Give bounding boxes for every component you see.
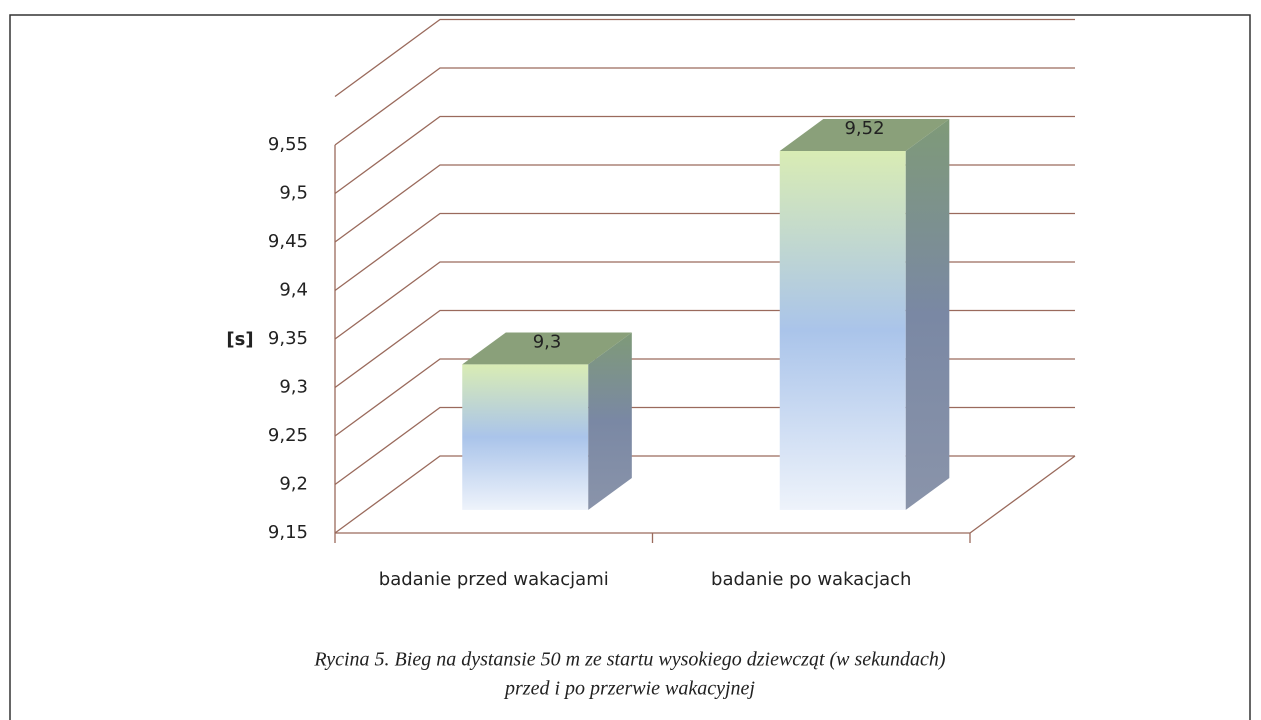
bar-top xyxy=(462,332,632,365)
grid-line xyxy=(334,212,1075,292)
frame xyxy=(9,14,1251,720)
grid-line xyxy=(334,18,1075,98)
caption: przed i po przerwie wakacyjnej xyxy=(503,678,755,700)
bar-front xyxy=(462,364,589,510)
y-tick-label: 9,45 xyxy=(268,231,308,252)
y-tick-label: 9,55 xyxy=(268,134,308,155)
grid-line xyxy=(334,67,1075,146)
y-tick-label: 9,4 xyxy=(279,280,308,301)
value-label: 9,3 xyxy=(533,331,562,352)
grid-line xyxy=(334,115,1075,195)
grid-line xyxy=(334,406,1075,486)
y-axis-label: [s] xyxy=(226,329,253,350)
y-tick-label: 9,2 xyxy=(279,474,308,495)
grid-line xyxy=(334,164,1075,243)
caption: Rycina 5. Bieg na dystansie 50 m ze star… xyxy=(313,649,946,671)
bar-top xyxy=(779,119,950,151)
y-tick-label: 9,3 xyxy=(279,377,308,398)
y-tick-label: 9,5 xyxy=(279,183,308,204)
grid-line xyxy=(334,261,1075,340)
y-tick-label: 9,15 xyxy=(268,522,308,543)
floor xyxy=(335,455,1076,534)
grid-line xyxy=(334,455,1075,534)
bar-front xyxy=(779,151,906,510)
grid-line xyxy=(334,358,1075,437)
x-tick-label: badanie przed wakacjami xyxy=(379,569,609,590)
y-tick-label: 9,25 xyxy=(268,425,308,446)
y-tick-label: 9,35 xyxy=(268,328,308,349)
grid-line xyxy=(334,309,1075,389)
bar-side xyxy=(905,119,950,510)
value-label: 9,52 xyxy=(844,118,884,139)
x-tick-label: badanie po wakacjach xyxy=(711,569,911,590)
bar-side xyxy=(588,332,632,510)
